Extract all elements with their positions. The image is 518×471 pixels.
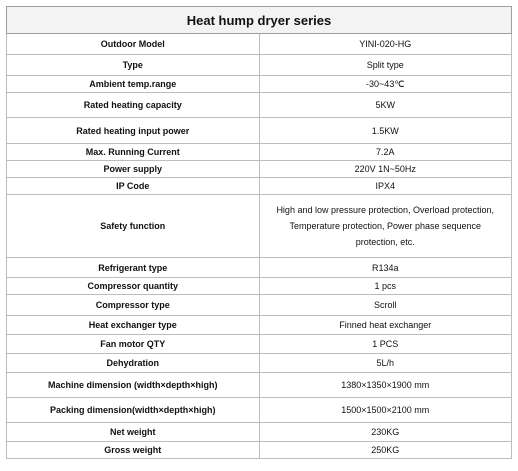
spec-label: Rated heating input power — [6, 117, 260, 144]
spec-label: Type — [6, 54, 260, 76]
spec-value: Finned heat exchanger — [258, 315, 512, 335]
spec-value: 1 PCS — [258, 334, 512, 354]
table-row: Refrigerant type R134a — [6, 257, 512, 278]
spec-label: IP Code — [6, 177, 260, 195]
spec-value: 220V 1N~50Hz — [258, 160, 512, 178]
table-row: Outdoor Model YINI-020-HG — [6, 33, 512, 55]
spec-sheet: Heat hump dryer series Outdoor Model YIN… — [6, 6, 512, 459]
table-row: Rated heating capacity 5KW — [6, 92, 512, 118]
table-row: Type Split type — [6, 54, 512, 76]
spec-label: Compressor type — [6, 294, 260, 316]
table-row: Fan motor QTY 1 PCS — [6, 334, 512, 354]
spec-value: IPX4 — [258, 177, 512, 195]
spec-label: Power supply — [6, 160, 260, 178]
spec-value: 1 pcs — [258, 277, 512, 295]
table-row: Power supply 220V 1N~50Hz — [6, 160, 512, 178]
spec-label: Outdoor Model — [6, 33, 260, 55]
spec-label: Refrigerant type — [6, 257, 260, 278]
spec-value: Scroll — [258, 294, 512, 316]
spec-value: 1500×1500×2100 mm — [258, 397, 512, 423]
spec-value: 7.2A — [258, 143, 512, 161]
spec-value: 5KW — [258, 92, 512, 118]
spec-label: Fan motor QTY — [6, 334, 260, 354]
spec-label: Gross weight — [6, 441, 260, 459]
safety-function-text: High and low pressure protection, Overlo… — [276, 205, 495, 247]
spec-value: 1380×1350×1900 mm — [258, 372, 512, 398]
spec-value: 1.5KW — [258, 117, 512, 144]
spec-label: Heat exchanger type — [6, 315, 260, 335]
spec-label: Compressor quantity — [6, 277, 260, 295]
table-title: Heat hump dryer series — [6, 6, 512, 34]
table-row: Heat exchanger type Finned heat exchange… — [6, 315, 512, 335]
table-row: Net weight 230KG — [6, 422, 512, 442]
table-row: Packing dimension(width×depth×high) 1500… — [6, 397, 512, 423]
spec-value: High and low pressure protection, Overlo… — [258, 194, 512, 258]
table-row: Machine dimension (width×depth×high) 138… — [6, 372, 512, 398]
spec-table: Heat hump dryer series Outdoor Model YIN… — [6, 6, 512, 459]
table-row: Compressor type Scroll — [6, 294, 512, 316]
table-row: IP Code IPX4 — [6, 177, 512, 195]
title-row: Heat hump dryer series — [6, 6, 512, 34]
spec-value: -30~43℃ — [258, 75, 512, 93]
spec-label: Safety function — [6, 194, 260, 258]
spec-label: Dehydration — [6, 353, 260, 373]
spec-value: YINI-020-HG — [258, 33, 512, 55]
spec-value: 250KG — [258, 441, 512, 459]
spec-value: R134a — [258, 257, 512, 278]
table-row: Dehydration 5L/h — [6, 353, 512, 373]
spec-label: Net weight — [6, 422, 260, 442]
table-row: Max. Running Current 7.2A — [6, 143, 512, 161]
table-row: Safety function High and low pressure pr… — [6, 194, 512, 258]
spec-value: 5L/h — [258, 353, 512, 373]
table-row: Compressor quantity 1 pcs — [6, 277, 512, 295]
table-row: Gross weight 250KG — [6, 441, 512, 459]
table-row: Ambient temp.range -30~43℃ — [6, 75, 512, 93]
spec-label: Machine dimension (width×depth×high) — [6, 372, 260, 398]
spec-label: Max. Running Current — [6, 143, 260, 161]
spec-label: Rated heating capacity — [6, 92, 260, 118]
spec-value: 230KG — [258, 422, 512, 442]
spec-value: Split type — [258, 54, 512, 76]
spec-label: Ambient temp.range — [6, 75, 260, 93]
table-row: Rated heating input power 1.5KW — [6, 117, 512, 144]
spec-label: Packing dimension(width×depth×high) — [6, 397, 260, 423]
